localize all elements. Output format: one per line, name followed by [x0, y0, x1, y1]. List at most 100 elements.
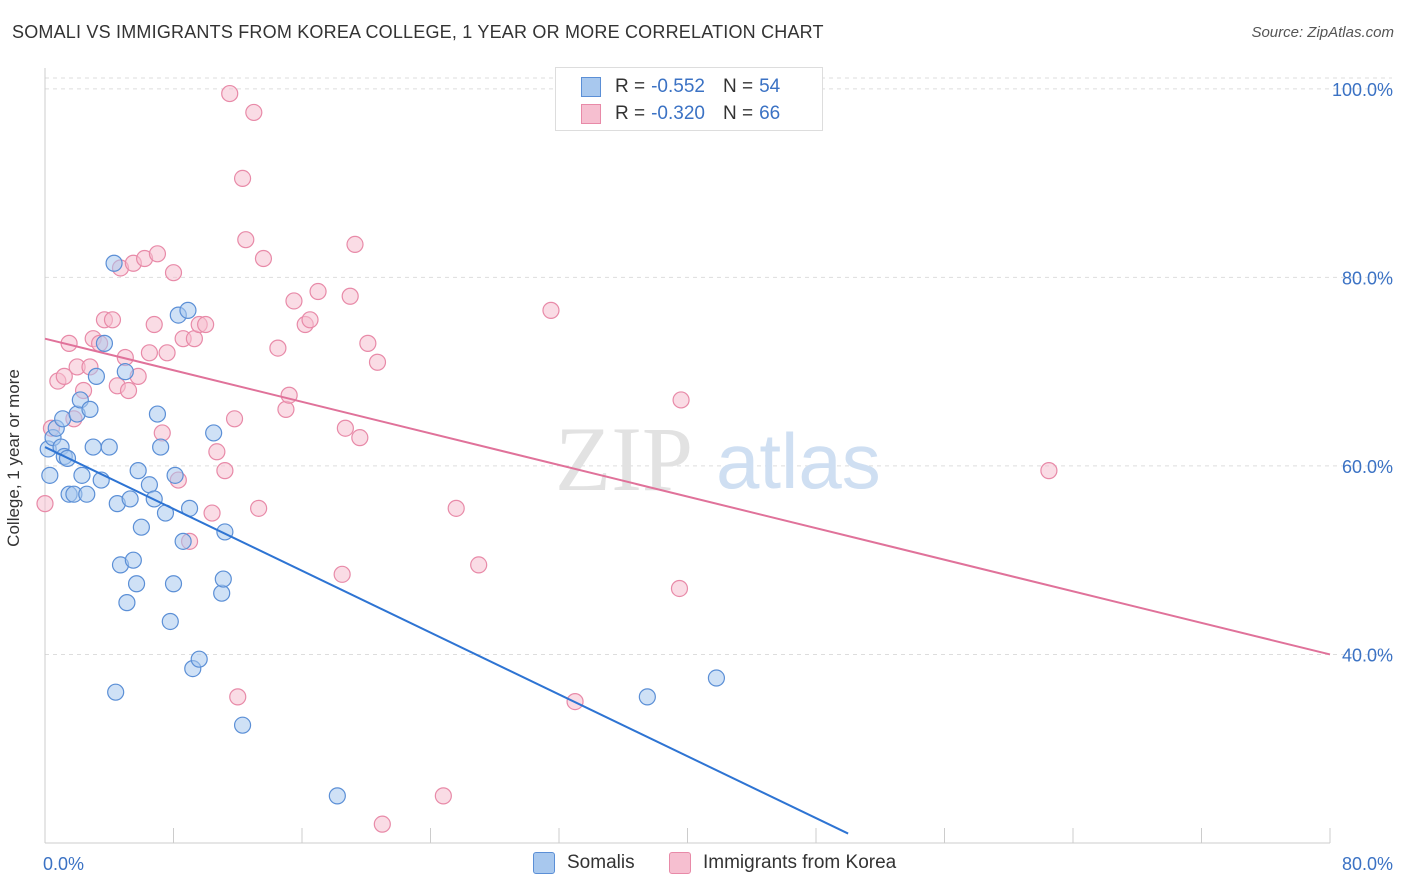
x-tick-label: 80.0% [1342, 854, 1393, 874]
data-point [107, 683, 125, 701]
data-point [638, 688, 656, 706]
data-point [55, 367, 73, 385]
data-point [205, 424, 223, 442]
data-point [447, 499, 465, 517]
y-tick-labels: 40.0% 60.0% 80.0% 100.0% [1332, 80, 1393, 666]
data-point [707, 669, 726, 687]
data-point [233, 716, 252, 734]
data-point [216, 462, 234, 480]
korea-swatch [669, 852, 691, 874]
data-point [81, 400, 99, 418]
data-point [190, 650, 208, 668]
y-tick-label: 80.0% [1342, 268, 1393, 288]
legend-item-korea: Immigrants from Korea [669, 852, 896, 874]
legend-label: Immigrants from Korea [703, 852, 897, 873]
r-value: -0.552 [651, 76, 705, 97]
data-point [245, 103, 263, 122]
n-label: N = [722, 76, 754, 97]
watermark-zip: ZIP [555, 408, 693, 510]
data-point [127, 575, 146, 593]
somali-swatch [533, 852, 555, 874]
data-point [73, 466, 91, 484]
data-point [161, 612, 179, 631]
data-point [166, 466, 184, 484]
n-value: 66 [759, 103, 781, 124]
data-point [95, 334, 114, 352]
data-point [336, 419, 354, 437]
data-point [100, 438, 118, 456]
watermark-atlas: atlas [716, 417, 881, 505]
data-point [254, 249, 273, 268]
data-point [152, 438, 170, 456]
data-point [373, 815, 391, 833]
data-point [164, 264, 183, 282]
data-point [351, 429, 369, 447]
data-point [359, 334, 377, 352]
data-point [124, 551, 142, 569]
data-point [285, 292, 303, 310]
korea-swatch [581, 104, 601, 124]
series-legend: Somalis Immigrants from Korea [0, 852, 1406, 878]
data-point [233, 169, 252, 188]
legend-row-korea: R = -0.320 N = 66 [581, 101, 780, 127]
data-point [221, 84, 239, 103]
data-point [670, 579, 689, 598]
data-point [672, 391, 690, 409]
data-point [197, 315, 215, 334]
data-point [214, 570, 232, 588]
data-point [164, 575, 183, 593]
data-point [87, 367, 106, 385]
r-label: R = [615, 76, 646, 97]
data-point [542, 301, 560, 319]
data-point [301, 311, 319, 329]
x-tick-labels: 0.0% 80.0% [43, 854, 1393, 874]
data-point [208, 443, 226, 461]
data-point [78, 485, 96, 503]
data-point [118, 594, 136, 612]
y-tick-label: 100.0% [1332, 80, 1393, 100]
data-point [116, 363, 134, 381]
n-label: N = [722, 103, 754, 124]
trend-line-somalis [44, 446, 849, 835]
grid-lines [45, 77, 1392, 655]
trend-line-korea [44, 337, 1331, 656]
watermark: ZIP atlas [555, 408, 881, 510]
data-point [333, 565, 351, 583]
y-axis-label: College, 1 year or more [4, 369, 23, 547]
data-point [309, 282, 327, 301]
data-point [368, 353, 387, 371]
data-point [203, 504, 221, 522]
data-point [174, 532, 192, 550]
data-point [269, 339, 287, 357]
data-point [158, 344, 176, 362]
y-tick-label: 40.0% [1342, 645, 1393, 665]
data-point [54, 410, 72, 428]
data-point [148, 245, 167, 263]
series-somali-points [39, 254, 726, 805]
data-point [132, 518, 150, 536]
data-point [179, 301, 197, 319]
data-point [237, 231, 255, 249]
chart-title: SOMALI VS IMMIGRANTS FROM KOREA COLLEGE,… [12, 22, 824, 42]
data-point [229, 688, 247, 706]
data-point [1040, 462, 1058, 480]
data-point [213, 584, 231, 602]
data-point [153, 424, 171, 442]
data-point [225, 410, 244, 428]
somali-swatch [581, 77, 601, 97]
trend-lines [44, 337, 1331, 835]
data-point [140, 344, 159, 362]
data-point [277, 400, 295, 418]
data-point [470, 556, 488, 574]
data-point [119, 381, 138, 400]
data-point [129, 462, 147, 480]
data-point [341, 287, 359, 305]
data-point [250, 499, 268, 517]
n-value: 54 [759, 76, 781, 97]
data-point [346, 235, 364, 253]
r-value: -0.320 [651, 103, 705, 124]
data-point [105, 254, 123, 272]
legend-item-somalis: Somalis [533, 852, 635, 874]
stats-legend: R = -0.552 N = 54 R = -0.320 N = 66 [555, 67, 823, 131]
